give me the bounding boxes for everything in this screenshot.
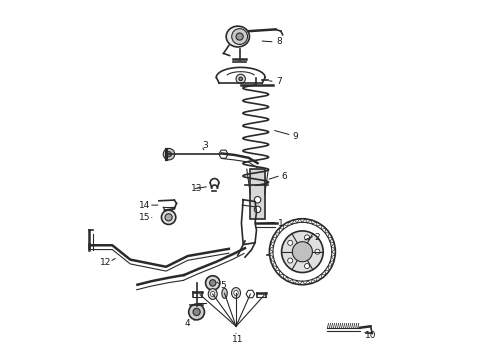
Text: 10: 10 (365, 332, 376, 341)
Circle shape (236, 74, 245, 84)
Circle shape (167, 152, 172, 157)
Text: 5: 5 (220, 281, 226, 290)
Text: 6: 6 (282, 172, 287, 181)
Circle shape (254, 206, 261, 213)
Circle shape (288, 240, 293, 246)
Text: 8: 8 (276, 37, 282, 46)
Circle shape (205, 276, 220, 290)
Ellipse shape (222, 288, 227, 298)
Circle shape (293, 242, 313, 262)
Circle shape (210, 280, 216, 286)
Text: 9: 9 (293, 132, 298, 141)
Circle shape (165, 214, 172, 221)
Circle shape (288, 258, 293, 263)
Text: 2: 2 (314, 233, 319, 242)
Circle shape (193, 309, 200, 316)
Text: 4: 4 (185, 319, 191, 328)
Text: 11: 11 (232, 335, 244, 344)
Circle shape (304, 264, 310, 269)
Circle shape (189, 304, 204, 320)
Text: 12: 12 (99, 258, 111, 267)
Ellipse shape (208, 289, 217, 300)
Text: 3: 3 (203, 141, 208, 150)
Text: 7: 7 (276, 77, 282, 86)
Circle shape (161, 210, 176, 225)
Text: 1: 1 (278, 219, 284, 228)
Circle shape (254, 197, 261, 203)
Ellipse shape (232, 288, 241, 298)
Circle shape (163, 148, 175, 160)
Ellipse shape (226, 26, 249, 47)
Circle shape (232, 29, 247, 44)
Circle shape (282, 231, 323, 273)
Ellipse shape (234, 290, 238, 296)
Text: 14: 14 (139, 201, 150, 210)
Circle shape (236, 33, 243, 40)
Text: 13: 13 (191, 184, 202, 193)
Text: 15: 15 (139, 213, 150, 222)
Circle shape (304, 235, 310, 240)
Ellipse shape (211, 291, 215, 297)
Circle shape (315, 249, 320, 254)
Circle shape (239, 77, 243, 81)
Bar (250, 169, 265, 220)
